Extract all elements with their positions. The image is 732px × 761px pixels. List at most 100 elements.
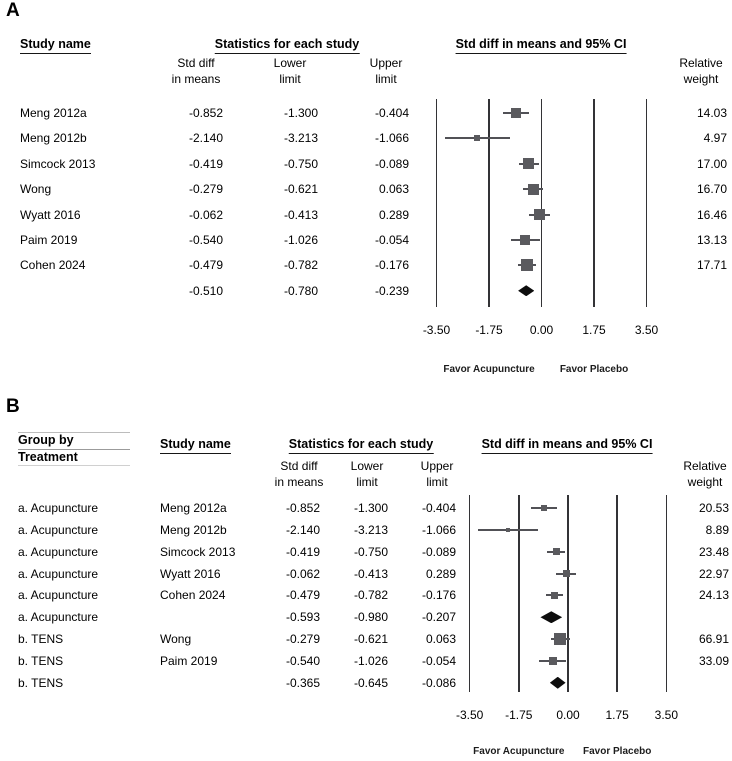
study-name-cell: Meng 2012b <box>160 522 227 537</box>
upper-limit-cell: -0.404 <box>374 106 409 120</box>
group-cell: a. Acupuncture <box>18 501 99 515</box>
column-header-study-name: Study name <box>20 37 91 54</box>
axis-tick-label: 3.50 <box>634 323 659 337</box>
lower-limit-cell: -0.782 <box>283 258 318 273</box>
group-cell: b. TENS <box>18 675 64 690</box>
upper-limit-cell: 0.063 <box>378 182 409 197</box>
upper-limit-cell: -0.054 <box>421 653 456 668</box>
study-name-cell: Wyatt 2016 <box>20 207 81 222</box>
plot-gridline <box>665 495 668 692</box>
axis-tick-label: -3.50 <box>455 708 484 722</box>
lower-limit-cell: -1.300 <box>283 106 318 120</box>
upper-limit-cell: 0.289 <box>425 566 456 581</box>
study-name-cell: Paim 2019 <box>160 653 218 668</box>
study-name-cell: Meng 2012a <box>160 501 227 515</box>
subheader-relative-weight: Relative weight <box>679 56 723 86</box>
group-cell: b. TENS <box>18 632 64 647</box>
favor-left-label: Favor Acupuncture <box>443 364 535 375</box>
subheader-std-diff: Std diff in means <box>274 459 324 489</box>
study-name-cell: Wyatt 2016 <box>160 566 221 581</box>
upper-limit-cell: -0.404 <box>421 501 456 515</box>
std-diff-cell: -2.140 <box>285 522 320 537</box>
effect-size-square <box>551 591 559 599</box>
subheader-lower-limit: Lower limit <box>350 459 384 489</box>
axis-tick-label: -3.50 <box>422 323 451 337</box>
relative-weight-cell: 24.13 <box>698 588 729 603</box>
relative-weight-cell: 17.71 <box>696 258 727 273</box>
relative-weight-cell: 17.00 <box>696 156 727 171</box>
std-diff-cell: -0.479 <box>188 258 223 273</box>
effect-size-square <box>548 656 557 665</box>
axis-tick-label: -1.75 <box>505 708 533 722</box>
lower-limit-cell: -1.026 <box>353 653 388 668</box>
column-header-statistics: Statistics for each study <box>214 37 360 54</box>
upper-limit-cell: -0.089 <box>374 156 409 171</box>
panel-b-letter: B <box>6 396 20 417</box>
lower-limit-cell: -0.413 <box>283 207 318 222</box>
favor-left-label: Favor Acupuncture <box>473 746 565 757</box>
effect-size-square <box>552 548 560 556</box>
subheader-upper-limit: Upper limit <box>369 56 403 86</box>
std-diff-cell: -0.279 <box>285 632 320 647</box>
relative-weight-cell: 33.09 <box>698 653 729 668</box>
upper-limit-cell: -0.207 <box>421 610 456 625</box>
group-cell: a. Acupuncture <box>18 522 99 537</box>
effect-size-square <box>527 183 539 195</box>
relative-weight-cell: 14.03 <box>696 106 727 120</box>
study-name-cell: Wong <box>20 182 52 197</box>
group-cell: a. Acupuncture <box>18 544 99 559</box>
lower-limit-cell: -0.621 <box>283 182 318 197</box>
study-name-cell: Wong <box>160 632 192 647</box>
plot-gridline <box>593 99 595 307</box>
effect-size-square <box>505 527 510 532</box>
axis-tick-label: 3.50 <box>654 708 679 722</box>
column-header-study-name: Study name <box>160 437 231 454</box>
effect-size-square <box>541 505 548 511</box>
column-header-ci: Std diff in means and 95% CI <box>455 37 627 54</box>
axis-tick-label: 1.75 <box>582 323 606 337</box>
std-diff-cell: -0.540 <box>285 653 320 668</box>
study-name-cell: Meng 2012a <box>20 106 87 120</box>
upper-limit-cell: -1.066 <box>421 522 456 537</box>
lower-limit-cell: -0.645 <box>353 675 388 690</box>
std-diff-cell: -0.510 <box>188 283 223 298</box>
lower-limit-cell: -3.213 <box>353 522 388 537</box>
favor-right-label: Favor Placebo <box>582 746 652 757</box>
std-diff-cell: -0.540 <box>188 233 223 247</box>
group-by-header: Group by Treatment <box>18 432 130 466</box>
relative-weight-cell: 22.97 <box>698 566 729 581</box>
study-name-cell: Paim 2019 <box>20 233 78 247</box>
axis-tick-label: 0.00 <box>529 323 554 337</box>
panel-a-letter: A <box>6 0 20 21</box>
effect-size-square <box>510 108 521 118</box>
upper-limit-cell: -0.239 <box>374 283 409 298</box>
upper-limit-cell: -1.066 <box>374 131 409 146</box>
effect-size-square <box>520 235 531 245</box>
axis-tick-label: 0.00 <box>556 708 580 722</box>
relative-weight-cell: 66.91 <box>698 632 729 647</box>
effect-size-square <box>554 633 567 646</box>
upper-limit-cell: -0.054 <box>374 233 409 247</box>
column-header-statistics: Statistics for each study <box>288 437 434 454</box>
subheader-std-diff: Std diff in means <box>171 56 221 86</box>
study-name-cell: Cohen 2024 <box>160 588 226 603</box>
summary-diamond <box>549 676 566 689</box>
std-diff-cell: -0.479 <box>285 588 320 603</box>
plot-gridline <box>518 495 520 692</box>
lower-limit-cell: -0.413 <box>353 566 388 581</box>
effect-size-square <box>523 158 535 170</box>
relative-weight-cell: 16.46 <box>696 207 727 222</box>
relative-weight-cell: 13.13 <box>696 233 727 247</box>
summary-diamond <box>518 285 535 297</box>
std-diff-cell: -0.365 <box>285 675 320 690</box>
effect-size-square <box>562 570 570 578</box>
group-cell: b. TENS <box>18 653 64 668</box>
plot-gridline <box>435 99 438 307</box>
lower-limit-cell: -0.750 <box>283 156 318 171</box>
column-header-ci: Std diff in means and 95% CI <box>481 437 653 454</box>
plot-gridline <box>488 99 490 307</box>
lower-limit-cell: -0.980 <box>353 610 388 625</box>
study-name-cell: Meng 2012b <box>20 131 87 146</box>
relative-weight-cell: 8.89 <box>705 522 729 537</box>
